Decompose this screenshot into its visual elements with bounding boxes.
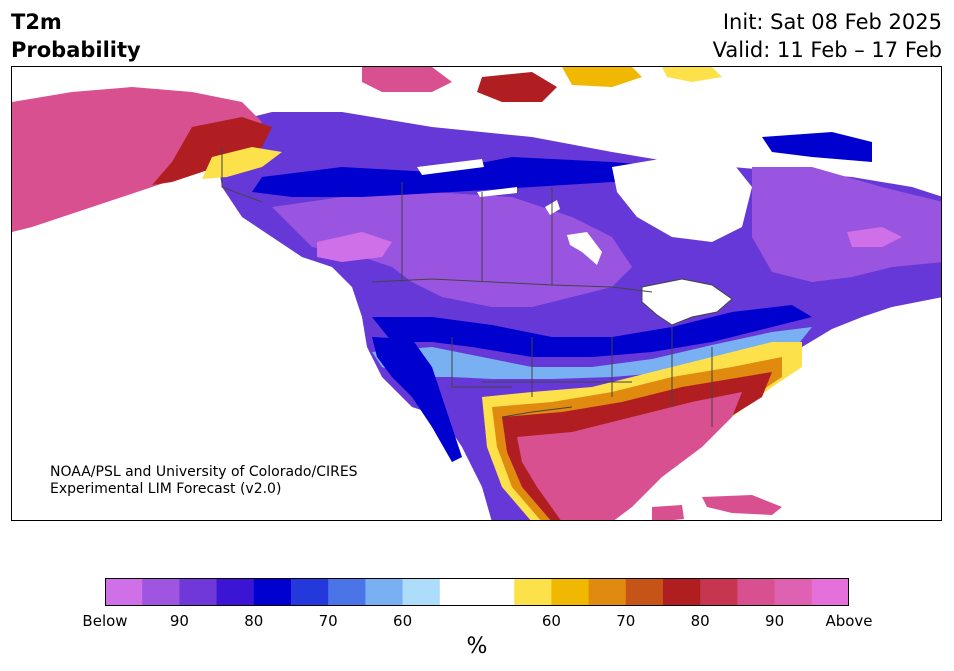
colorbar-cell xyxy=(105,578,143,606)
colorbar-cell xyxy=(291,578,329,606)
quebec-region xyxy=(752,167,941,282)
cold-band-east xyxy=(762,132,872,162)
colorbar-cell xyxy=(551,578,590,606)
colorbar-cell xyxy=(439,578,478,606)
colorbar-tick-label: Below xyxy=(82,612,128,630)
cuba xyxy=(702,495,782,515)
colorbar-cell xyxy=(142,578,180,606)
canada-mid-region xyxy=(272,192,632,307)
colorbar-outline xyxy=(105,578,849,606)
mexico-south xyxy=(652,505,684,520)
colorbar-cell xyxy=(700,578,738,606)
arctic-warm-3 xyxy=(562,67,642,87)
alaska-red-edge xyxy=(152,117,272,185)
arctic-warm-4 xyxy=(662,67,722,82)
political-borders xyxy=(221,147,713,427)
colorbar-cell xyxy=(663,578,701,606)
map-title-right: Init: Sat 08 Feb 2025 Valid: 11 Feb – 17… xyxy=(713,8,942,64)
colorbar-tick-label: 70 xyxy=(616,612,636,630)
map-title-left: T2m Probability xyxy=(11,8,141,64)
pink-core-west xyxy=(317,232,392,262)
colorbar-cell xyxy=(365,578,404,606)
colorbar-cell xyxy=(216,578,255,606)
colorbar-unit: % xyxy=(466,634,488,659)
alaska-warm xyxy=(12,87,262,232)
colorbar-tick-label: 80 xyxy=(690,612,710,630)
colorbar-cell xyxy=(179,578,218,606)
colorbar-cell xyxy=(774,578,813,606)
colorbar-cell xyxy=(811,578,849,606)
colorbar-cell xyxy=(625,578,664,606)
credit-line-2: Experimental LIM Forecast (v2.0) xyxy=(50,481,281,497)
colorbar-tick-label: 70 xyxy=(318,612,338,630)
colorbar-tick-label: 80 xyxy=(244,612,264,630)
cold-band-north xyxy=(252,157,712,197)
colorbar-tick-label: 90 xyxy=(169,612,189,630)
colorbar-cell xyxy=(588,578,627,606)
colorbar-tick-label: 60 xyxy=(393,612,413,630)
lake-4 xyxy=(567,232,602,265)
variable-label: T2m xyxy=(11,10,62,34)
west-coast-blue xyxy=(372,337,462,462)
arctic-warm-1 xyxy=(362,67,452,92)
warm-south-pink xyxy=(517,392,742,520)
colorbar-cell xyxy=(737,578,776,606)
colorbar-cell xyxy=(253,578,292,606)
blue-band-lakes xyxy=(372,305,812,357)
product-label: Probability xyxy=(11,38,141,62)
credit-line-1: NOAA/PSL and University of Colorado/CIRE… xyxy=(50,464,358,480)
map-panel: NOAA/PSL and University of Colorado/CIRE… xyxy=(11,66,942,521)
colorbar-cell xyxy=(514,578,552,606)
colorbar-cell xyxy=(328,578,366,606)
lake-2 xyxy=(477,187,517,197)
hudson-bay xyxy=(612,157,752,242)
valid-range: Valid: 11 Feb – 17 Feb xyxy=(712,38,942,62)
init-date: Init: Sat 08 Feb 2025 xyxy=(722,10,942,34)
colorbar-cell xyxy=(402,578,441,606)
arctic-warm-2 xyxy=(477,72,557,102)
colorbar-tick-label: Above xyxy=(825,612,873,630)
colorbar xyxy=(105,578,849,606)
pink-core-east xyxy=(847,227,902,247)
lake-1 xyxy=(417,159,484,175)
colorbar-tick-label: 60 xyxy=(541,612,561,630)
probability-map: NOAA/PSL and University of Colorado/CIRE… xyxy=(12,67,941,520)
colorbar-tick-label: 90 xyxy=(765,612,785,630)
colorbar-cell xyxy=(477,578,515,606)
colorbar-cells xyxy=(105,578,849,606)
great-lakes xyxy=(641,278,733,326)
